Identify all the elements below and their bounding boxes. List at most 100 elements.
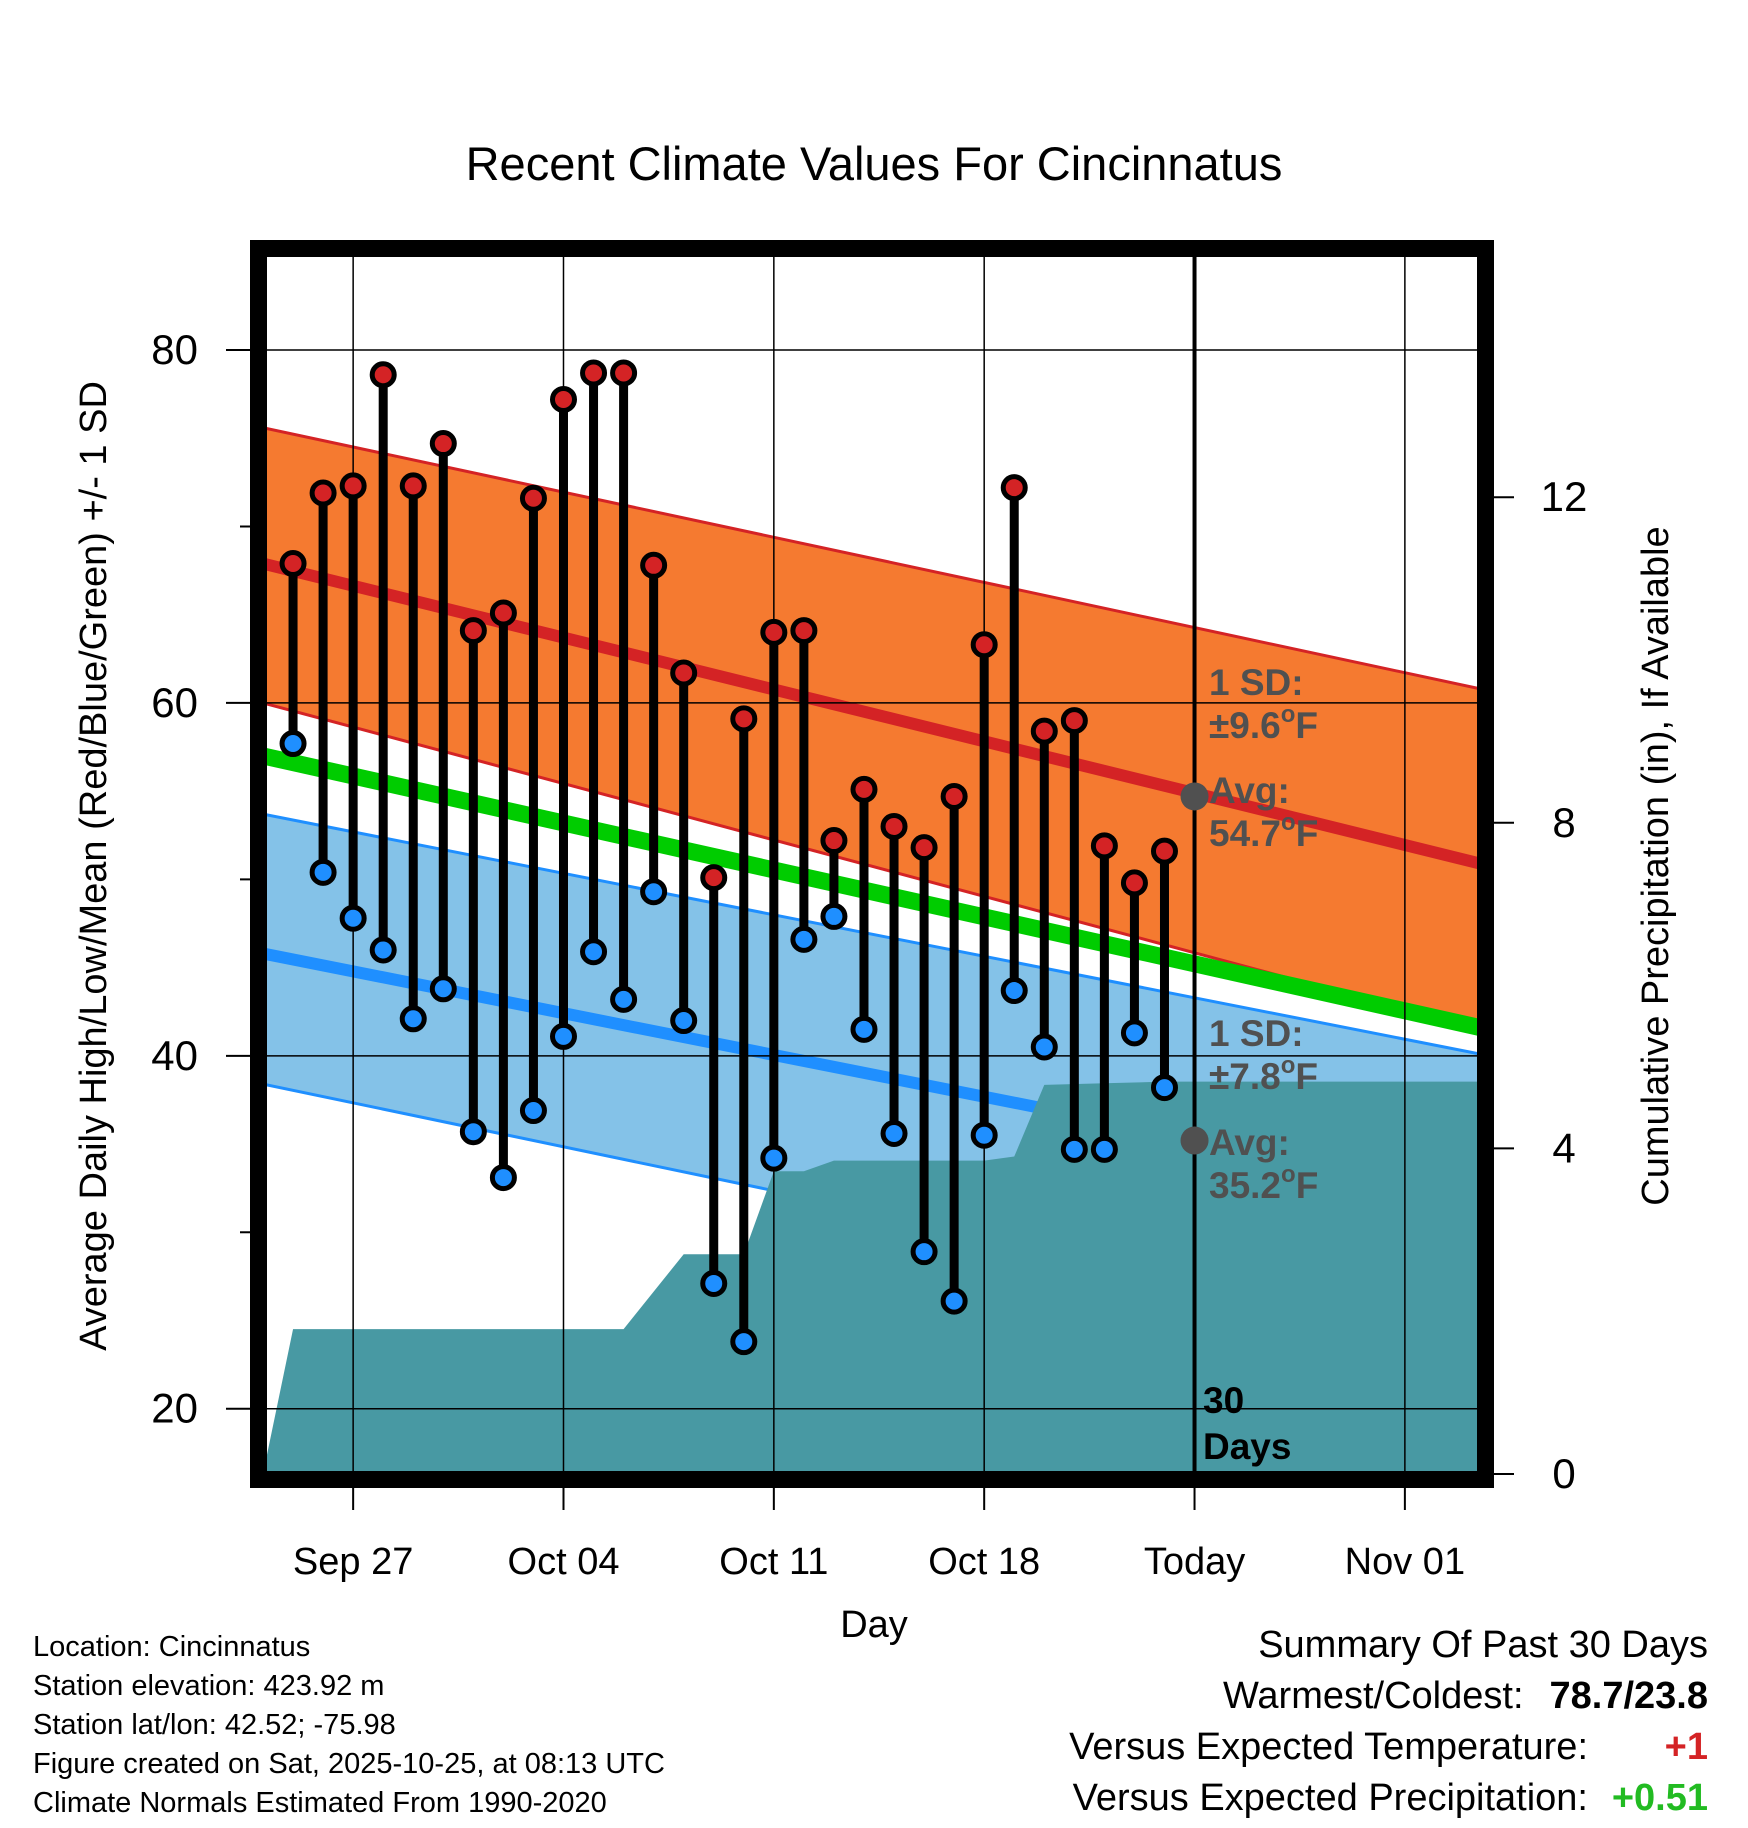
daily-high-point: [369, 361, 397, 389]
daily-low-point: [1060, 1135, 1088, 1163]
daily-low-point: [610, 985, 638, 1013]
x-tick-label: Oct 04: [508, 1541, 620, 1583]
warmest-coldest-value: 78.7/23.8: [1549, 1675, 1708, 1717]
y2-tick-label: 0: [1552, 1450, 1575, 1497]
daily-high-point: [309, 479, 337, 507]
daily-high-point: [1150, 837, 1178, 865]
daily-high-point: [459, 617, 487, 645]
daily-low-point: [429, 975, 457, 1003]
daily-low-point: [399, 1005, 427, 1033]
daily-low-point: [760, 1144, 788, 1172]
created-text: Figure created on Sat, 2025-10-25, at 08…: [33, 1748, 665, 1780]
daily-high-point: [489, 599, 517, 627]
y2-tick-label: 12: [1541, 473, 1588, 520]
daily-high-point: [700, 864, 728, 892]
daily-low-point: [880, 1119, 908, 1147]
x-tick-label: Sep 27: [293, 1541, 413, 1583]
summary-heading: Summary Of Past 30 Days: [1258, 1624, 1708, 1666]
high-sd-label: 1 SD:: [1209, 662, 1304, 703]
daily-high-point: [880, 812, 908, 840]
daily-high-point: [670, 659, 698, 687]
x-tick-label: Today: [1144, 1541, 1245, 1583]
plot-frame: [250, 240, 1494, 1488]
high-sd-value: ±9.6oF: [1209, 701, 1318, 746]
daily-low-point: [309, 858, 337, 886]
temperature-departure-value: +1: [1664, 1726, 1708, 1768]
latlon-text: Station lat/lon: 42.52; -75.98: [33, 1709, 396, 1741]
daily-high-point: [970, 631, 998, 659]
daily-low-point: [1030, 1033, 1058, 1061]
high-normal-line: [263, 557, 1480, 870]
daily-low-point: [519, 1097, 547, 1125]
today-high-avg-marker: [1180, 782, 1209, 811]
high-avg-label: Avg:: [1209, 770, 1290, 811]
y-tick-label: 40: [151, 1032, 198, 1079]
daily-high-point: [610, 359, 638, 387]
y-tick-label: 60: [151, 679, 198, 726]
daily-low-point: [850, 1015, 878, 1043]
daily-low-point: [459, 1118, 487, 1146]
high-sd-band-upper-edge: [263, 426, 1480, 691]
daily-high-point: [940, 782, 968, 810]
normals-text: Climate Normals Estimated From 1990-2020: [33, 1787, 607, 1819]
low-avg-value: 35.2oF: [1209, 1161, 1318, 1206]
daily-low-point: [580, 938, 608, 966]
annotations: 1 SD: ±9.6oF Avg: 54.7oF 1 SD: ±7.8oF Av…: [1203, 662, 1318, 1467]
y-tick-label: 80: [151, 326, 198, 373]
daily-low-point: [1000, 977, 1028, 1005]
daily-low-point: [670, 1007, 698, 1035]
daily-high-point: [1090, 832, 1118, 860]
daily-high-point: [519, 484, 547, 512]
x-axis: Sep 27 Oct 04 Oct 11 Oct 18 Today Nov 01: [293, 1488, 1465, 1583]
x-axis-label: Day: [840, 1604, 908, 1646]
daily-high-point: [429, 430, 457, 458]
temperature-departure-label: Versus Expected Temperature:: [1069, 1726, 1588, 1768]
y2-tick-label: 4: [1552, 1124, 1575, 1171]
daily-low-point: [970, 1121, 998, 1149]
daily-high-point: [399, 472, 427, 500]
y2-axis: 0 4 8 12: [1494, 473, 1587, 1497]
daily-high-point: [279, 550, 307, 578]
daily-high-point: [1030, 717, 1058, 745]
warmest-coldest-label: Warmest/Coldest:: [1222, 1675, 1524, 1717]
warmest-coldest-row: Warmest/Coldest: 78.7/23.8: [1069, 1671, 1708, 1722]
daily-high-point: [339, 472, 367, 500]
daily-low-point: [940, 1287, 968, 1315]
daily-high-point: [549, 385, 577, 413]
daily-low-point: [700, 1269, 728, 1297]
daily-low-point: [640, 878, 668, 906]
low-sd-value: ±7.8oF: [1209, 1052, 1318, 1097]
daily-low-point: [910, 1238, 938, 1266]
elevation-text: Station elevation: 423.92 m: [33, 1670, 385, 1702]
chart-title: Recent Climate Values For Cincinnatus: [466, 137, 1283, 190]
daily-low-point: [1090, 1135, 1118, 1163]
y-axis: 20 40 60 80: [151, 326, 250, 1432]
low-avg-label: Avg:: [1209, 1122, 1290, 1163]
y-axis-label: Average Daily High/Low/Mean (Red/Blue/Gr…: [73, 381, 115, 1351]
daily-high-point: [820, 827, 848, 855]
daily-low-point: [790, 925, 818, 953]
precip-area: [263, 1081, 1480, 1474]
station-info: Location: Cincinnatus Station elevation:…: [33, 1628, 665, 1823]
daily-high-point: [1060, 707, 1088, 735]
low-sd-band-upper-edge: [263, 812, 1480, 1056]
precipitation-departure-row: Versus Expected Precipitation: +0.51: [1069, 1773, 1708, 1824]
mean-normal-line: [263, 747, 1480, 1036]
precipitation-departure-label: Versus Expected Precipitation:: [1072, 1777, 1588, 1819]
location-text: Location: Cincinnatus: [33, 1631, 311, 1663]
daily-low-point: [730, 1328, 758, 1356]
period-days-label: Days: [1203, 1426, 1291, 1467]
daily-low-point: [339, 904, 367, 932]
y2-tick-label: 8: [1552, 799, 1575, 846]
daily-high-point: [1120, 869, 1148, 897]
daily-low-point: [1150, 1074, 1178, 1102]
daily-low-point: [1120, 1019, 1148, 1047]
daily-low-point: [549, 1022, 577, 1050]
daily-high-point: [1000, 474, 1028, 502]
daily-high-point: [580, 359, 608, 387]
x-tick-label: Oct 18: [928, 1541, 1040, 1583]
daily-low-point: [489, 1164, 517, 1192]
plot-overlay: [279, 253, 1209, 1474]
x-tick-label: Nov 01: [1345, 1541, 1465, 1583]
